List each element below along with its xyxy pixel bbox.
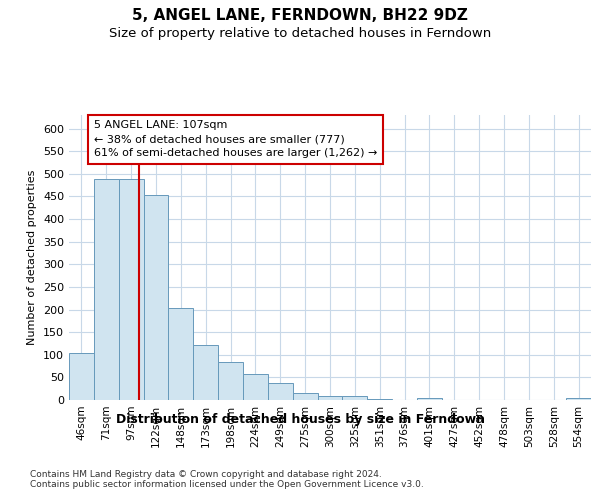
Bar: [343, 396, 367, 400]
Bar: [293, 393, 317, 400]
Bar: [94, 179, 119, 400]
Text: 5, ANGEL LANE, FERNDOWN, BH22 9DZ: 5, ANGEL LANE, FERNDOWN, BH22 9DZ: [132, 8, 468, 22]
Y-axis label: Number of detached properties: Number of detached properties: [28, 170, 37, 345]
Bar: [218, 362, 243, 400]
Bar: [566, 398, 591, 400]
Bar: [193, 345, 218, 400]
Bar: [243, 374, 268, 400]
Bar: [268, 384, 293, 400]
Text: Distribution of detached houses by size in Ferndown: Distribution of detached houses by size …: [115, 412, 485, 426]
Text: Size of property relative to detached houses in Ferndown: Size of property relative to detached ho…: [109, 28, 491, 40]
Bar: [367, 399, 392, 400]
Bar: [119, 179, 143, 400]
Bar: [169, 308, 193, 400]
Text: Contains HM Land Registry data © Crown copyright and database right 2024.
Contai: Contains HM Land Registry data © Crown c…: [30, 470, 424, 490]
Text: 5 ANGEL LANE: 107sqm
← 38% of detached houses are smaller (777)
61% of semi-deta: 5 ANGEL LANE: 107sqm ← 38% of detached h…: [94, 120, 377, 158]
Bar: [143, 195, 169, 400]
Bar: [317, 396, 343, 400]
Bar: [417, 398, 442, 400]
Bar: [69, 352, 94, 400]
